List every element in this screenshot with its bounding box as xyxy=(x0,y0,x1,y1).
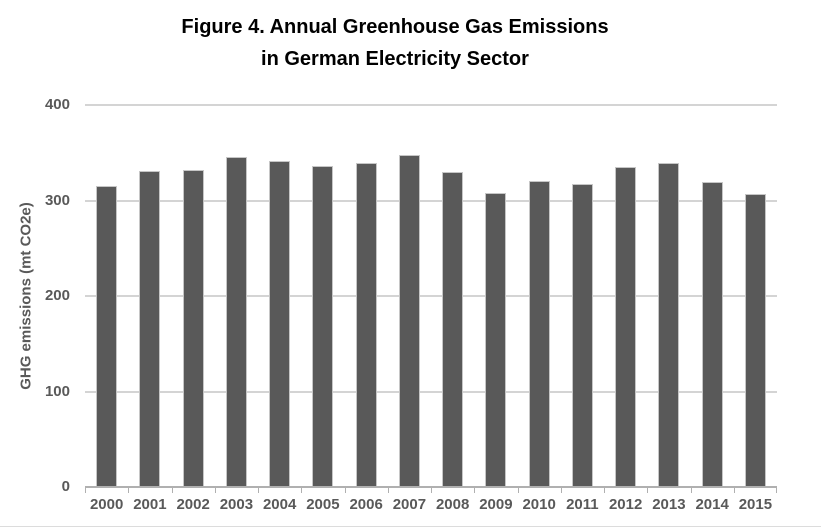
bar-2015 xyxy=(744,193,766,487)
bar-2011 xyxy=(571,184,593,487)
x-axis-tick xyxy=(85,487,86,493)
x-tick-label-2004: 2004 xyxy=(262,496,297,513)
gridline-300 xyxy=(85,199,777,202)
bar-2009 xyxy=(485,192,507,487)
bar-2002 xyxy=(182,169,204,487)
gridline-400 xyxy=(85,104,777,106)
gridline-200 xyxy=(85,295,777,297)
x-tick-label-2011: 2011 xyxy=(566,496,599,513)
x-tick-label-2013: 2013 xyxy=(652,496,686,513)
chart-title-line-1: Figure 4. Annual Greenhouse Gas Emission… xyxy=(181,16,609,38)
gridline-100 xyxy=(85,390,777,393)
x-tick-label-2008: 2008 xyxy=(435,496,470,513)
x-tick-label-2015: 2015 xyxy=(738,496,773,513)
bar-2003 xyxy=(225,156,247,487)
bar-2008 xyxy=(442,171,464,487)
x-tick-label-2000: 2000 xyxy=(89,496,124,513)
bar-2006 xyxy=(355,163,377,487)
x-axis-tick xyxy=(214,487,216,493)
x-axis-tick xyxy=(171,487,173,493)
x-tick-label-2003: 2003 xyxy=(219,496,254,513)
x-tick-label-2007: 2007 xyxy=(392,496,427,513)
x-tick-label-2005: 2005 xyxy=(306,496,340,513)
x-axis-tick xyxy=(690,487,692,493)
x-axis-tick xyxy=(128,487,130,493)
x-axis-tick xyxy=(431,487,432,493)
y-tick-label-300: 300 xyxy=(44,191,70,209)
x-tick-label-2014: 2014 xyxy=(695,496,729,513)
x-axis-tick xyxy=(733,487,735,493)
chart-title: Figure 4. Annual Greenhouse Gas Emission… xyxy=(85,11,705,75)
plot-area xyxy=(85,104,777,493)
y-tick-label-400: 400 xyxy=(44,96,70,113)
bar-2012 xyxy=(615,167,637,487)
x-tick-label-2001: 2001 xyxy=(133,496,167,513)
bar-2005 xyxy=(312,166,334,487)
y-tick-label-0: 0 xyxy=(61,478,70,495)
x-axis-tick xyxy=(647,487,649,493)
x-tick-label-2010: 2010 xyxy=(522,496,556,513)
x-axis-tick xyxy=(517,487,519,493)
bar-2014 xyxy=(701,182,723,487)
x-axis-tick xyxy=(344,487,346,493)
x-axis-tick xyxy=(604,487,605,493)
x-tick-label-2002: 2002 xyxy=(176,496,210,513)
x-axis-tick xyxy=(301,487,303,493)
x-tick-label-2012: 2012 xyxy=(608,496,643,513)
chart-title-line-2: in German Electricity Sector xyxy=(261,48,529,70)
bar-2010 xyxy=(528,181,550,487)
bar-2001 xyxy=(139,170,161,487)
x-axis-tick xyxy=(387,487,389,493)
x-axis-tick xyxy=(776,487,777,493)
x-tick-label-2006: 2006 xyxy=(349,496,383,513)
y-tick-label-100: 100 xyxy=(44,382,70,400)
y-tick-label-200: 200 xyxy=(44,287,70,304)
x-axis-tick xyxy=(474,487,476,493)
x-tick-label-2009: 2009 xyxy=(479,496,513,513)
x-axis-tick xyxy=(560,487,562,493)
bar-2007 xyxy=(398,154,420,487)
bar-2000 xyxy=(96,186,118,487)
bar-2004 xyxy=(269,161,291,487)
x-axis-tick xyxy=(258,487,259,493)
bar-2013 xyxy=(658,163,680,487)
